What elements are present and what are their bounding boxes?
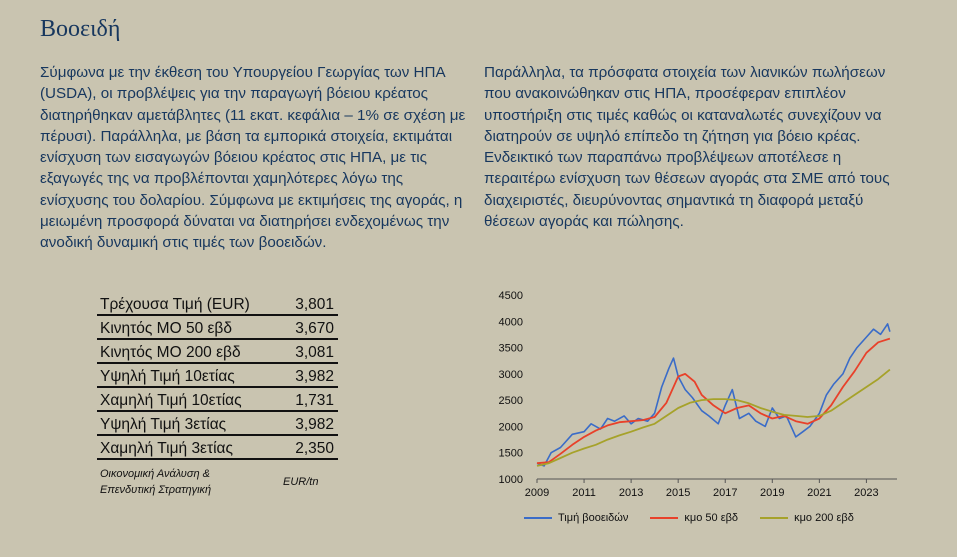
y-tick-label: 3500 bbox=[499, 343, 523, 355]
stat-label: Υψηλή Τιμή 3ετίας bbox=[100, 416, 227, 433]
stat-value: 1,731 bbox=[295, 392, 334, 409]
legend-item: Τιμή βοοειδών bbox=[524, 512, 628, 524]
legend-label: κμο 200 εβδ bbox=[794, 512, 854, 524]
x-tick-label: 2023 bbox=[854, 487, 878, 499]
stat-value: 3,982 bbox=[295, 416, 334, 433]
series-line-2 bbox=[536, 368, 891, 467]
stat-row-low-10y: Χαμηλή Τιμή 10ετίας 1,731 bbox=[97, 388, 338, 412]
paragraph-right: Παράλληλα, τα πρόσφατα στοιχεία των λιαν… bbox=[484, 64, 890, 231]
price-chart: 1000 1500 2000 2500 3000 3500 4000 4500 2009 2011… bbox=[499, 290, 897, 499]
x-tick-label: 2013 bbox=[619, 487, 643, 499]
legend-label: Τιμή βοοειδών bbox=[558, 512, 629, 524]
stat-row-high-3y: Υψηλή Τιμή 3ετίας 3,982 bbox=[97, 412, 338, 436]
stat-row-low-3y: Χαμηλή Τιμή 3ετίας 2,350 bbox=[97, 436, 338, 460]
stat-label: Χαμηλή Τιμή 10ετίας bbox=[100, 392, 242, 409]
x-tick-label: 2021 bbox=[807, 487, 831, 499]
stat-value: 3,670 bbox=[295, 320, 334, 337]
source-note: Οικονομική Ανάλυση & Επενδυτική Στρατηγι… bbox=[100, 468, 212, 496]
legend-swatch bbox=[760, 517, 789, 519]
stat-row-current-price: Τρέχουσα Τιμή (EUR) 3,801 bbox=[97, 292, 338, 316]
legend-item: κμο 50 εβδ bbox=[650, 512, 738, 524]
y-tick-label: 4000 bbox=[499, 316, 523, 328]
stat-row-ma50: Κινητός ΜΟ 50 εβδ 3,670 bbox=[97, 316, 338, 340]
stat-label: Κινητός ΜΟ 50 εβδ bbox=[100, 320, 232, 337]
x-tick-label: 2019 bbox=[760, 487, 784, 499]
legend-swatch bbox=[524, 517, 552, 519]
y-tick-label: 2000 bbox=[499, 421, 523, 433]
stat-value: 3,982 bbox=[295, 368, 334, 385]
y-tick-label: 3000 bbox=[499, 369, 523, 381]
stat-label: Υψηλή Τιμή 10ετίας bbox=[100, 368, 235, 385]
series-line-0 bbox=[536, 323, 891, 467]
legend-swatch bbox=[650, 517, 679, 519]
stat-label: Χαμηλή Τιμή 3ετίας bbox=[100, 440, 233, 457]
stat-value: 3,801 bbox=[295, 296, 334, 313]
chart-legend: Τιμή βοοειδών κμο 50 εβδ κμο 200 εβδ bbox=[524, 512, 876, 524]
y-tick-label: 1000 bbox=[499, 474, 523, 486]
stat-row-ma200: Κινητός ΜΟ 200 εβδ 3,081 bbox=[97, 340, 338, 364]
x-tick-label: 2017 bbox=[713, 487, 737, 499]
page-title: Βοοειδή bbox=[40, 16, 121, 42]
legend-item: κμο 200 εβδ bbox=[760, 512, 854, 524]
stat-label: Κινητός ΜΟ 200 εβδ bbox=[100, 344, 241, 361]
y-tick-label: 4500 bbox=[499, 290, 523, 302]
legend-label: κμο 50 εβδ bbox=[684, 512, 739, 524]
stat-row-high-10y: Υψηλή Τιμή 10ετίας 3,982 bbox=[97, 364, 338, 388]
unit-note: EUR/tn bbox=[283, 476, 319, 488]
series-line-1 bbox=[536, 337, 891, 465]
stat-value: 2,350 bbox=[295, 440, 334, 457]
y-tick-label: 2500 bbox=[499, 395, 523, 407]
y-tick-label: 1500 bbox=[499, 448, 523, 460]
stat-value: 3,081 bbox=[295, 344, 334, 361]
x-tick-label: 2015 bbox=[666, 487, 690, 499]
stat-label: Τρέχουσα Τιμή (EUR) bbox=[100, 296, 250, 313]
x-tick-label: 2011 bbox=[572, 487, 596, 499]
x-tick-label: 2009 bbox=[525, 487, 549, 499]
paragraph-left: Σύμφωνα με την έκθεση του Υπουργείου Γεω… bbox=[40, 64, 466, 252]
stats-table: Τρέχουσα Τιμή (EUR) 3,801 Κινητός ΜΟ 50 … bbox=[97, 292, 338, 460]
